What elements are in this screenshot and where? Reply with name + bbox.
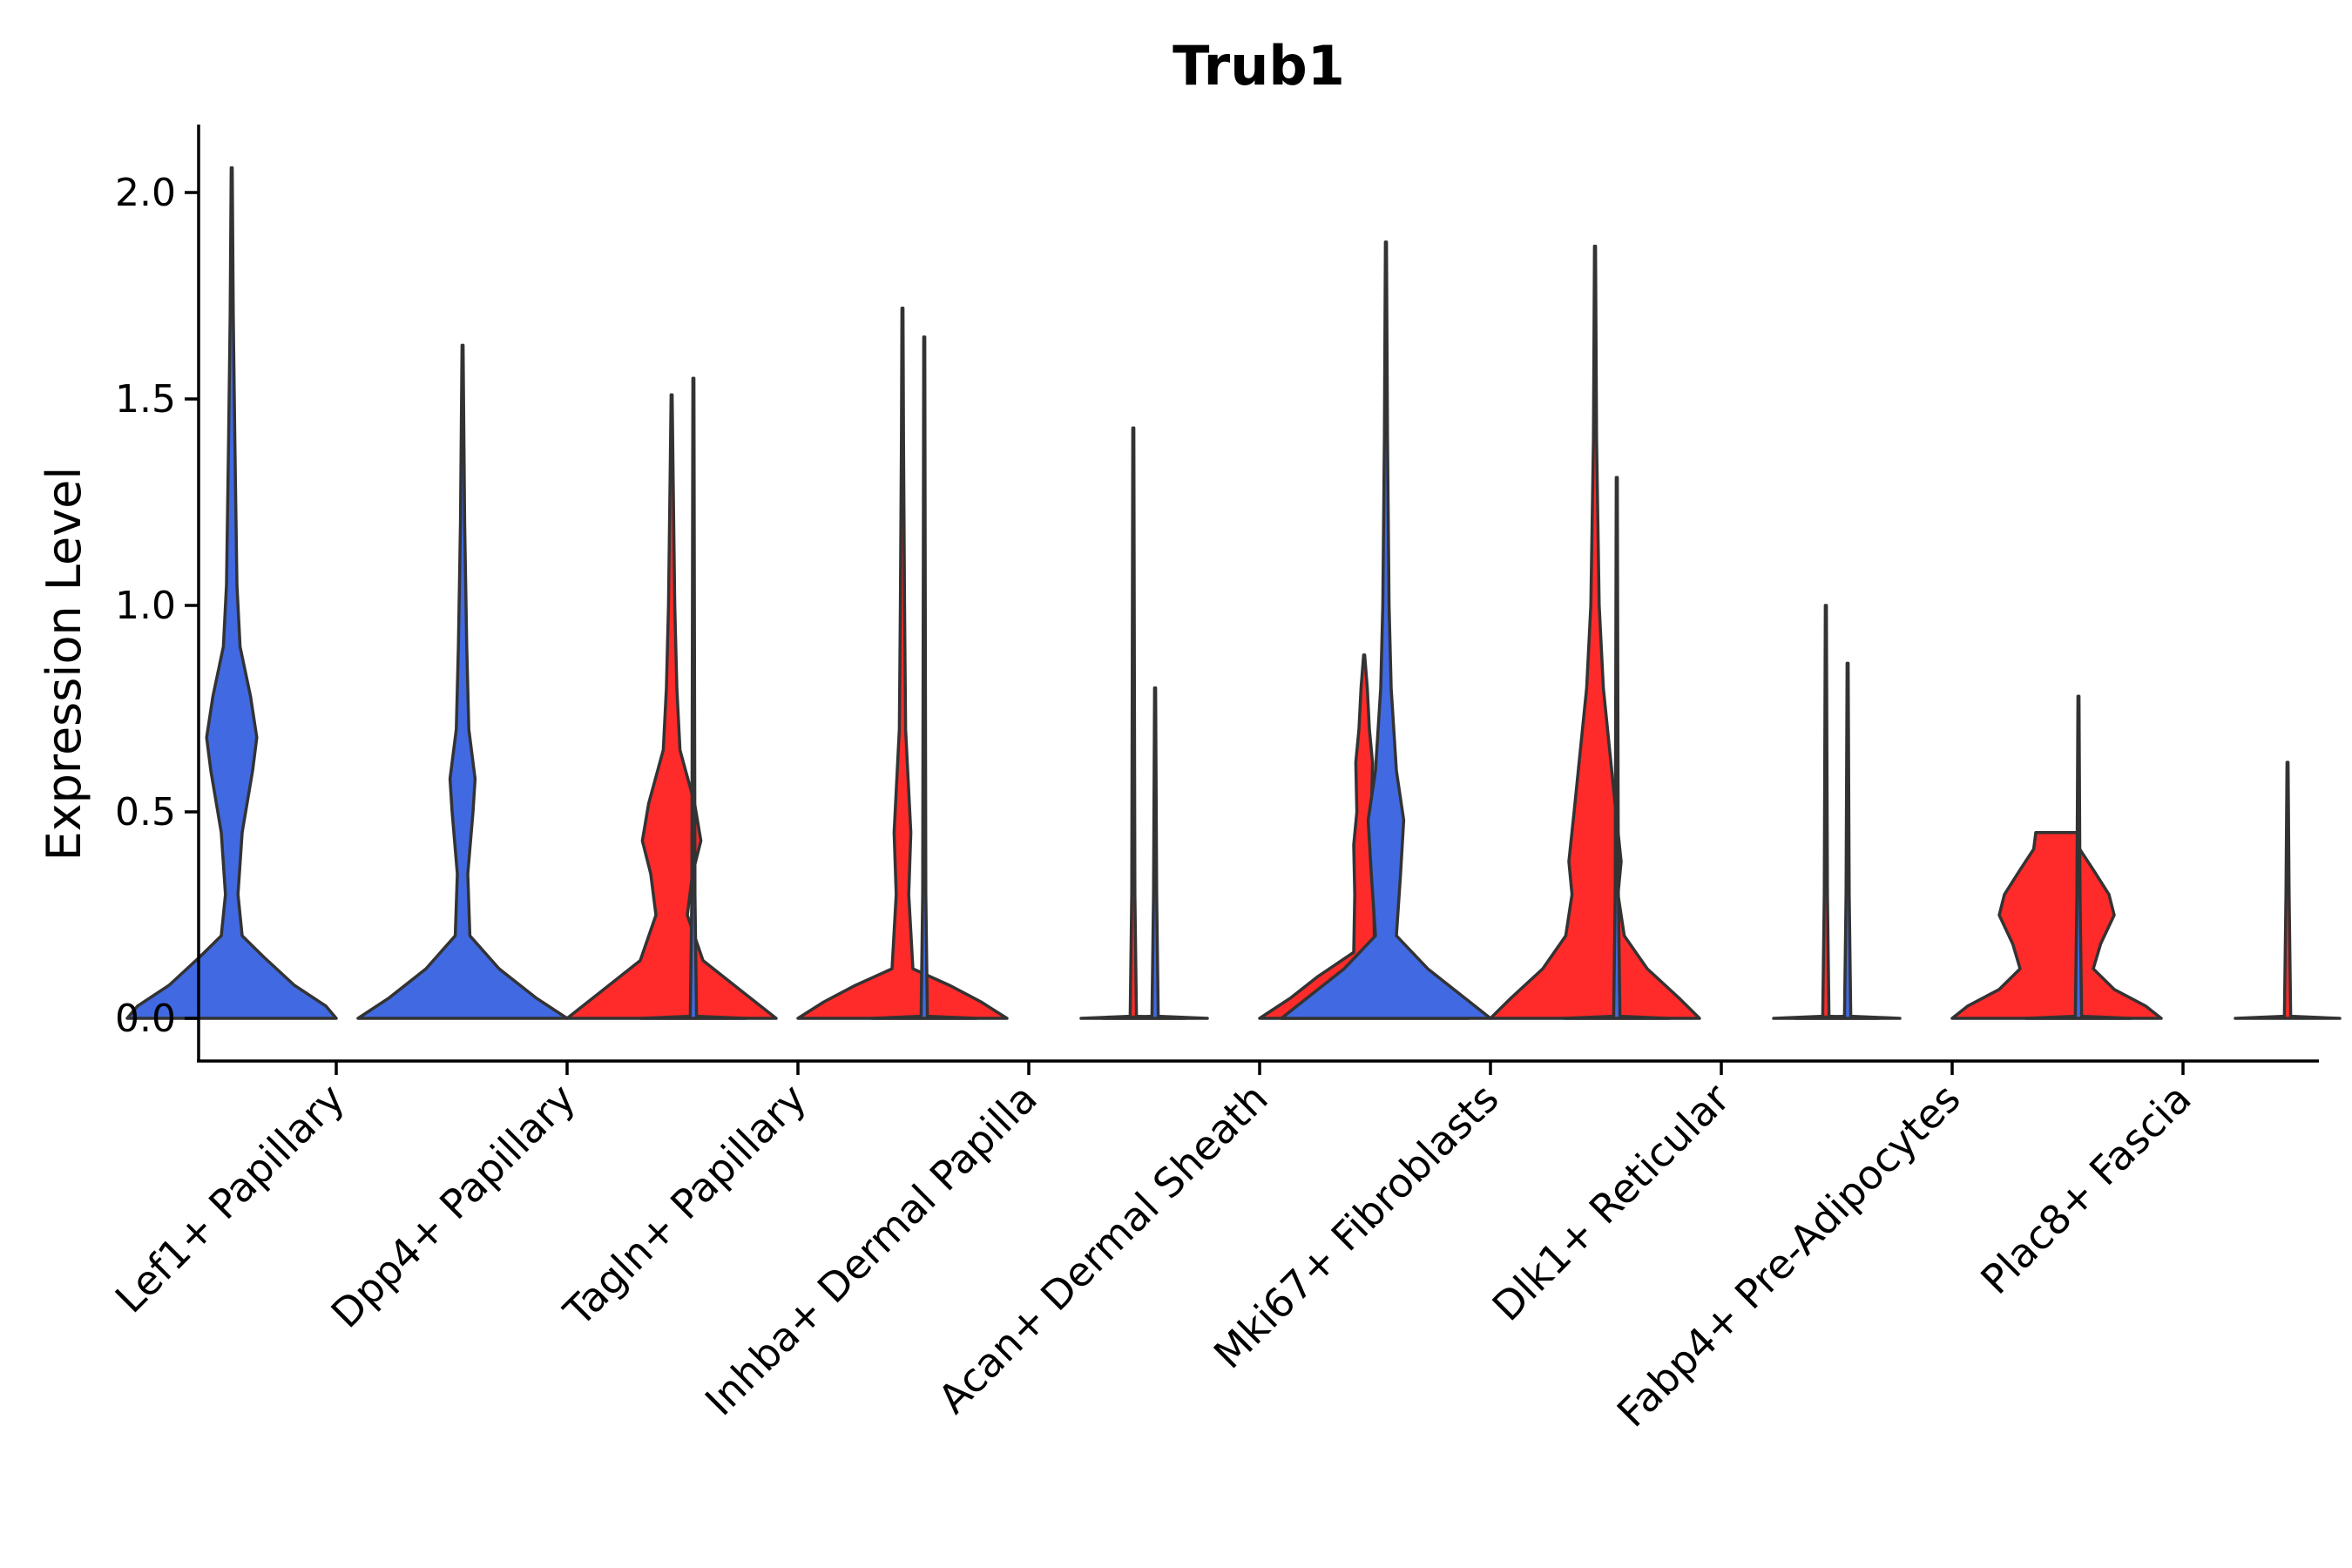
chart-title: Trub1 <box>1173 34 1345 98</box>
x-tick-label: Lef1+ Papillary <box>106 1075 354 1322</box>
y-ticks: 0.0 0.5 1.0 1.5 2.0 <box>115 171 199 1041</box>
violin-blue <box>125 166 338 1020</box>
violin-blue <box>356 343 569 1020</box>
x-tick-label: Dpp4+ Papillary <box>322 1075 585 1337</box>
violin-red <box>1079 426 1187 1020</box>
violin-red <box>1950 830 2163 1020</box>
violin-blue <box>870 335 978 1020</box>
x-tick-label: Plac8+ Fascia <box>1971 1075 2200 1303</box>
violin-blue <box>2024 694 2132 1020</box>
violin-blue <box>1101 686 1209 1020</box>
violin-blue <box>1563 476 1671 1020</box>
violin-red <box>2234 760 2342 1020</box>
x-tick-label: Dlk1+ Reticular <box>1484 1075 1739 1330</box>
y-tick-label: 1.5 <box>115 377 176 422</box>
violin-blue <box>1794 661 1902 1020</box>
x-tick-label: Tagln+ Papillary <box>554 1075 815 1336</box>
violin-blue <box>639 376 747 1020</box>
y-tick-label: 2.0 <box>115 171 176 215</box>
y-tick-label: 1.0 <box>115 584 176 628</box>
violin-red <box>1772 604 1880 1020</box>
violin-blue <box>1280 240 1492 1020</box>
violin-red <box>1489 244 1701 1020</box>
y-axis-label: Expression Level <box>37 467 91 862</box>
violins-layer <box>125 166 2342 1020</box>
violin-red <box>565 393 778 1020</box>
y-tick-label: 0.0 <box>115 997 176 1041</box>
y-tick-label: 0.5 <box>115 790 176 835</box>
violin-red <box>796 306 1009 1020</box>
axes-layer <box>197 125 2319 1063</box>
